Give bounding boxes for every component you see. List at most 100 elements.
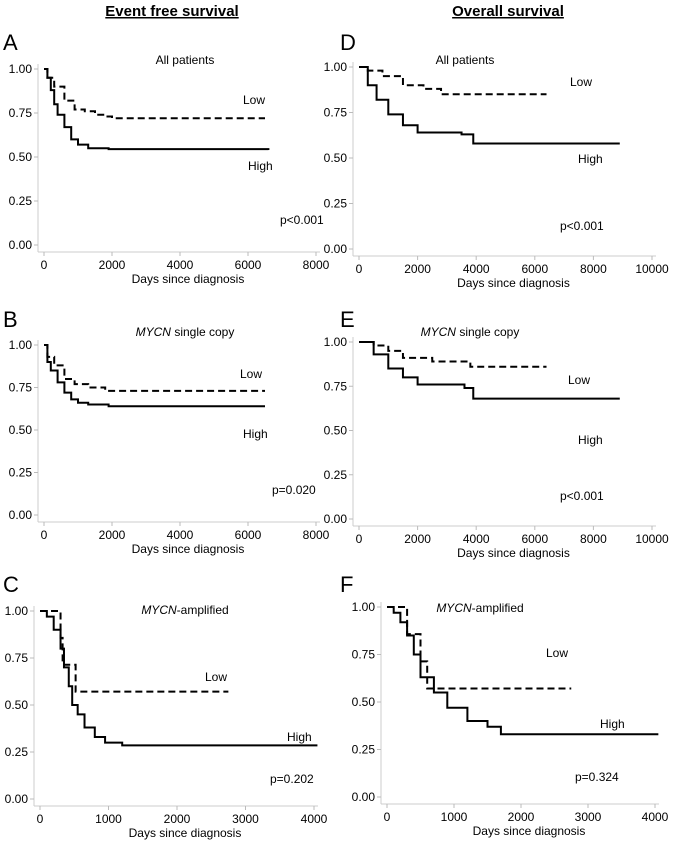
x-tick-label: 4000 (463, 262, 490, 276)
y-tick-label: 0.25 (9, 466, 33, 480)
panel-letter: C (3, 572, 19, 597)
y-tick-label: 0.00 (352, 790, 376, 804)
y-tick-label: 1.00 (9, 338, 33, 352)
x-tick-label: 3000 (575, 810, 602, 824)
panel-subtitle: MYCN-amplified (436, 601, 523, 615)
panel-d: D All patients 0.00 0.25 0.50 0.75 1.00 0 2000 40… (324, 30, 669, 290)
panel-b: B MYCN single copy 0.00 0.25 0.50 0.75 1.00 0 20… (3, 307, 330, 556)
series-label-low: Low (240, 367, 262, 381)
subtitle-gene: MYCN (136, 325, 172, 339)
panel-subtitle: MYCN single copy (136, 325, 235, 339)
subtitle-gene: MYCN (141, 603, 177, 617)
y-tick-label: 1.00 (324, 335, 348, 349)
series-label-low: Low (546, 646, 568, 660)
series-label-high: High (578, 433, 603, 447)
y-tick-label: 0.25 (352, 743, 376, 757)
series-high-curve (359, 66, 620, 145)
x-tick-label: 2000 (404, 262, 431, 276)
x-tick-label: 10000 (635, 262, 669, 276)
y-tick-label: 0.75 (324, 379, 348, 393)
panel-letter: B (3, 307, 18, 332)
series-label-high: High (243, 427, 268, 441)
x-tick-label: 8000 (580, 532, 607, 546)
y-tick-label: 1.00 (324, 60, 348, 74)
panel-subtitle: MYCN-amplified (141, 603, 228, 617)
y-tick-label: 0.25 (5, 745, 29, 759)
x-tick-label: 2000 (508, 810, 535, 824)
series-low-curve (40, 610, 229, 693)
subtitle-gene: MYCN (421, 325, 457, 339)
y-tick-label: 0.50 (352, 695, 376, 709)
y-tick-label: 0.50 (324, 151, 348, 165)
x-tick-label: 10000 (635, 532, 669, 546)
p-value: p=0.202 (270, 772, 314, 786)
x-tick-label: 2000 (99, 528, 126, 542)
panel-f: F MYCN-amplified 0.00 0.25 0.50 0.75 1.00 0 1000… (340, 572, 669, 838)
y-tick-label: 0.50 (5, 698, 29, 712)
x-tick-label: 0 (356, 532, 363, 546)
series-high-curve (40, 610, 318, 747)
y-tick-label: 0.75 (9, 381, 33, 395)
y-tick-label: 1.00 (9, 62, 33, 76)
x-tick-label: 0 (41, 258, 48, 272)
panel-a: A All patients 0.00 0.25 0.50 0.75 1.00 0 2000 40… (3, 30, 330, 286)
x-axis-label: Days since diagnosis (457, 276, 570, 290)
x-tick-label: 0 (41, 528, 48, 542)
panel-e: E MYCN single copy 0.00 0.25 0.50 0.75 1.00 0 20… (324, 307, 669, 560)
x-axis-label: Days since diagnosis (473, 824, 586, 838)
series-high-curve (359, 341, 620, 400)
subtitle-text: All patients (156, 53, 215, 67)
series-high-curve (387, 606, 659, 736)
series-low-curve (359, 66, 547, 96)
x-tick-label: 8000 (303, 528, 330, 542)
x-axis-label: Days since diagnosis (457, 546, 570, 560)
y-tick-label: 0.00 (9, 238, 33, 252)
y-tick-label: 0.00 (5, 792, 29, 806)
x-tick-label: 2000 (99, 258, 126, 272)
y-tick-label: 0.75 (352, 648, 376, 662)
subtitle-text: -amplified (177, 603, 229, 617)
x-tick-label: 4000 (167, 528, 194, 542)
x-tick-label: 0 (37, 812, 44, 826)
x-axis-label: Days since diagnosis (132, 542, 245, 556)
x-tick-label: 0 (356, 262, 363, 276)
y-tick-label: 0.00 (9, 508, 33, 522)
x-tick-label: 8000 (303, 258, 330, 272)
x-tick-label: 4000 (463, 532, 490, 546)
panel-subtitle: All patients (436, 53, 495, 67)
y-tick-label: 0.75 (9, 106, 33, 120)
p-value: p<0.001 (560, 489, 604, 503)
p-value: p<0.001 (560, 219, 604, 233)
series-low-curve (44, 68, 265, 120)
series-label-high: High (287, 730, 312, 744)
panel-letter: E (340, 307, 355, 332)
header-overall-survival: Overall survival (452, 3, 564, 20)
y-tick-label: 0.25 (9, 194, 33, 208)
x-tick-label: 4000 (167, 258, 194, 272)
x-tick-label: 6000 (235, 258, 262, 272)
subtitle-text: single copy (456, 325, 519, 339)
x-tick-label: 2000 (164, 812, 191, 826)
y-tick-label: 0.00 (324, 242, 348, 256)
x-tick-label: 1000 (441, 810, 468, 824)
panel-letter: D (340, 30, 356, 55)
header-event-free-survival: Event free survival (105, 3, 238, 20)
series-low-curve (387, 606, 572, 690)
series-label-low: Low (568, 373, 590, 387)
x-tick-label: 6000 (235, 528, 262, 542)
p-value: p=0.020 (272, 483, 316, 497)
series-label-low: Low (243, 93, 265, 107)
x-axis-label: Days since diagnosis (129, 826, 242, 840)
series-low-curve (44, 344, 265, 392)
series-label-high: High (248, 159, 273, 173)
p-value: p=0.324 (575, 770, 619, 784)
panel-c: C MYCN-amplified 0.00 0.25 0.50 0.75 1.00 0 1000… (3, 572, 328, 840)
x-tick-label: 6000 (521, 532, 548, 546)
y-tick-label: 0.25 (324, 468, 348, 482)
x-tick-label: 1000 (95, 812, 122, 826)
y-tick-label: 0.50 (9, 150, 33, 164)
subtitle-text: -amplified (472, 601, 524, 615)
x-tick-label: 8000 (580, 262, 607, 276)
y-tick-label: 0.00 (324, 512, 348, 526)
series-label-low: Low (205, 670, 227, 684)
